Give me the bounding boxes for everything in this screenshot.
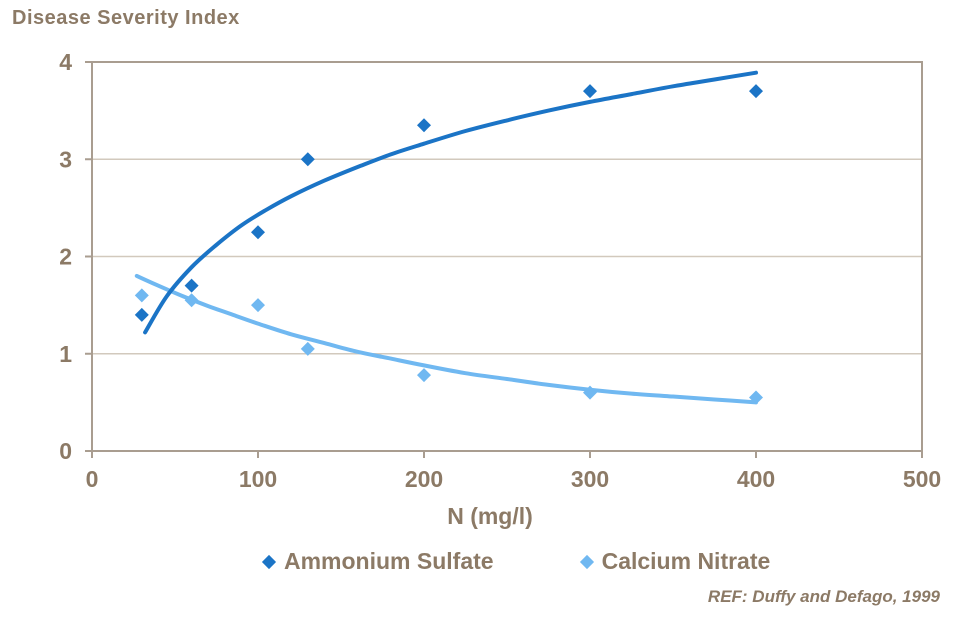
data-point-ammonium-sulfate xyxy=(749,84,763,99)
legend-item-ammonium-sulfate: Ammonium Sulfate xyxy=(261,548,494,575)
data-point-calcium-nitrate xyxy=(300,341,315,356)
data-point-ammonium-sulfate xyxy=(583,84,597,99)
trend-line-ammonium-sulfate xyxy=(143,70,758,335)
reference-note: REF: Duffy and Defago, 1999 xyxy=(707,587,940,606)
x-tick-label: 100 xyxy=(239,466,277,492)
data-point-ammonium-sulfate xyxy=(417,118,431,133)
data-point-ammonium-sulfate xyxy=(251,225,265,240)
x-axis-label: N (mg/l) xyxy=(447,503,533,529)
data-point-calcium-nitrate xyxy=(417,368,431,383)
data-point-calcium-nitrate xyxy=(184,293,199,308)
data-point-calcium-nitrate xyxy=(749,390,763,405)
y-tick-label: 3 xyxy=(59,146,72,172)
x-tick-label: 0 xyxy=(86,466,99,492)
data-point-ammonium-sulfate xyxy=(184,278,199,293)
y-tick-label: 1 xyxy=(59,341,72,367)
data-point-ammonium-sulfate xyxy=(300,152,315,167)
chart-title: Disease Severity Index xyxy=(12,7,240,29)
data-point-ammonium-sulfate xyxy=(134,307,149,322)
plot-area: 0 100 200 300 400 500 0 1 2 3 4 N (mg/l) xyxy=(59,49,941,529)
ammonium-sulfate-diamond-icon xyxy=(261,554,277,569)
trend-line-calcium-nitrate xyxy=(134,273,758,405)
data-point-calcium-nitrate xyxy=(134,288,149,303)
legend-label-ammonium-sulfate: Ammonium Sulfate xyxy=(284,548,494,574)
y-tick-label: 0 xyxy=(59,438,72,464)
legend-label-calcium-nitrate: Calcium Nitrate xyxy=(601,548,771,574)
data-point-calcium-nitrate xyxy=(251,298,265,313)
x-tick-label: 300 xyxy=(571,466,609,492)
calcium-nitrate-diamond-icon xyxy=(579,554,594,569)
x-tick-label: 400 xyxy=(737,466,775,492)
chart-legend: Ammonium Sulfate Calcium Nitrate xyxy=(261,548,771,575)
x-tick-label: 200 xyxy=(405,466,443,492)
data-point-calcium-nitrate xyxy=(583,385,597,400)
legend-item-calcium-nitrate: Calcium Nitrate xyxy=(579,548,771,575)
y-tick-label: 2 xyxy=(59,244,72,270)
x-tick-label: 500 xyxy=(903,466,941,492)
y-tick-label: 4 xyxy=(59,49,72,75)
